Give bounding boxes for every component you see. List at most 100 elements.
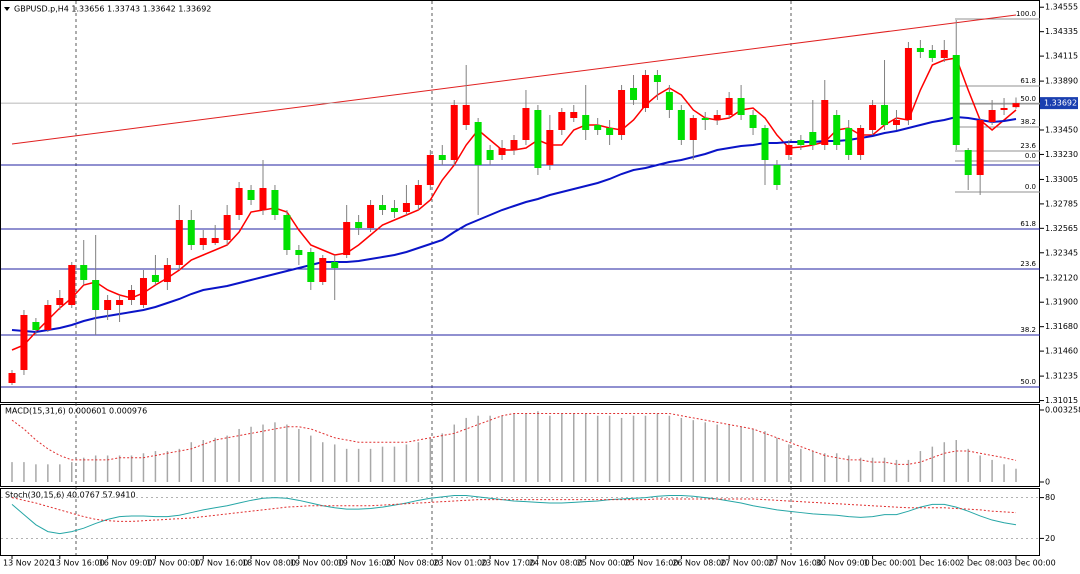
x-tick-label: 17 Nov 16:00 <box>194 559 248 568</box>
x-tick-label: 2 Dec 08:00 <box>959 559 1008 568</box>
candle-body <box>522 108 530 140</box>
y-tick-label: 80 <box>1045 493 1055 502</box>
y-tick-label: 1.31900 <box>1045 298 1078 307</box>
x-tick-label: 17 Nov 00:00 <box>146 559 200 568</box>
price-box-label: 1.33692 <box>1044 99 1077 108</box>
fib-level-label: 38.2 <box>1020 118 1036 126</box>
candle-body <box>892 120 900 125</box>
candle-body <box>916 48 924 52</box>
candle-body <box>319 258 327 282</box>
x-tick-label: 3 Dec 00:00 <box>1007 559 1056 568</box>
x-tick-label: 13 Nov 16:00 <box>51 559 105 568</box>
candle-body <box>390 208 398 212</box>
y-tick-label: 1.32120 <box>1045 273 1078 282</box>
y-tick-label: 1.32785 <box>1045 199 1078 208</box>
candle-body <box>223 215 231 240</box>
candle-body <box>462 105 470 125</box>
candle-body <box>809 132 817 145</box>
macd-panel-frame <box>0 404 1040 487</box>
x-tick-label: 24 Nov 08:00 <box>529 559 583 568</box>
candle-body <box>438 155 446 160</box>
y-tick-label: 1.33890 <box>1045 77 1078 86</box>
y-tick-label: 1.33230 <box>1045 150 1078 159</box>
y-tick-label: 0 <box>1045 478 1050 487</box>
candle-body <box>869 105 877 130</box>
candle-body <box>749 115 757 128</box>
candle-body <box>259 188 267 210</box>
candle-body <box>1000 108 1008 110</box>
candle-body <box>964 150 972 175</box>
x-tick-label: 18 Nov 08:00 <box>242 559 296 568</box>
candle-body <box>414 185 422 205</box>
candle-body <box>737 98 745 115</box>
symbol-menu-arrow[interactable] <box>4 7 10 11</box>
candle-body <box>641 75 649 108</box>
x-tick-label: 25 Nov 00:00 <box>577 559 631 568</box>
stoch-line <box>11 495 1017 535</box>
candle-body <box>618 90 626 135</box>
candle-body <box>701 118 709 120</box>
candle-body <box>80 265 88 280</box>
candle-body <box>713 115 721 120</box>
y-tick-label: 1.33005 <box>1045 175 1078 184</box>
candle-body <box>199 238 207 245</box>
candle-body <box>355 222 363 228</box>
candle-body <box>8 373 16 383</box>
candle-body <box>486 150 494 160</box>
candle-body <box>104 300 112 310</box>
candle-body <box>56 298 64 305</box>
candle-body <box>116 300 124 305</box>
candle-body <box>295 250 303 255</box>
candle-body <box>343 222 351 255</box>
y-tick-label: 1.34555 <box>1045 3 1078 12</box>
candle-body <box>833 115 841 145</box>
fib-level-label: 0.0 <box>1025 152 1036 160</box>
y-tick-label: 1.31015 <box>1045 396 1078 405</box>
fib-level-label: 61.8 <box>1020 220 1036 228</box>
x-tick-label: 23 Nov 17:00 <box>481 559 535 568</box>
candle-body <box>928 50 936 58</box>
y-tick-label: 0.003258 <box>1045 406 1080 415</box>
candle-body <box>20 315 28 370</box>
x-tick-label: 19 Nov 16:00 <box>338 559 392 568</box>
fib-level-label: 0.0 <box>1025 183 1036 191</box>
candle-body <box>725 98 733 115</box>
candle-body <box>379 205 387 210</box>
fib-level-label: 23.6 <box>1020 142 1036 150</box>
y-tick-label: 1.32345 <box>1045 248 1078 257</box>
candle-body <box>283 215 291 250</box>
x-tick-label: 19 Nov 00:00 <box>290 559 344 568</box>
fib-level-label: 38.2 <box>1020 326 1036 334</box>
candle-body <box>534 110 542 168</box>
x-tick-label: 25 Nov 16:00 <box>625 559 679 568</box>
candle-body <box>247 190 255 200</box>
candle-body <box>653 75 661 82</box>
x-tick-label: 16 Nov 09:00 <box>99 559 153 568</box>
x-tick-label: 27 Nov 16:00 <box>768 559 822 568</box>
main-title: GBPUSD.p,H4 1.33656 1.33743 1.33642 1.33… <box>14 5 211 14</box>
candle-body <box>510 140 518 150</box>
fib-level-label: 61.8 <box>1020 77 1036 85</box>
x-tick-label: 1 Dec 00:00 <box>864 559 913 568</box>
x-tick-label: 1 Dec 16:00 <box>911 559 960 568</box>
candle-body <box>988 110 996 122</box>
candle-body <box>546 130 554 165</box>
candle-body <box>558 112 566 130</box>
candle-body <box>594 125 602 130</box>
candle-body <box>570 112 578 118</box>
y-tick-label: 1.34115 <box>1045 52 1078 61</box>
candle-body <box>606 128 614 135</box>
candle-body <box>498 148 506 155</box>
x-tick-label: 27 Nov 00:00 <box>720 559 774 568</box>
candle-body <box>474 122 482 165</box>
x-tick-label: 30 Nov 09:00 <box>816 559 870 568</box>
candle-body <box>1012 103 1020 108</box>
y-tick-label: 1.32565 <box>1045 224 1078 233</box>
stoch-line <box>11 497 1017 522</box>
candle-body <box>32 322 40 330</box>
candle-body <box>881 105 889 125</box>
candle-body <box>857 128 865 155</box>
x-tick-label: 20 Nov 08:00 <box>385 559 439 568</box>
candle-body <box>582 115 590 130</box>
